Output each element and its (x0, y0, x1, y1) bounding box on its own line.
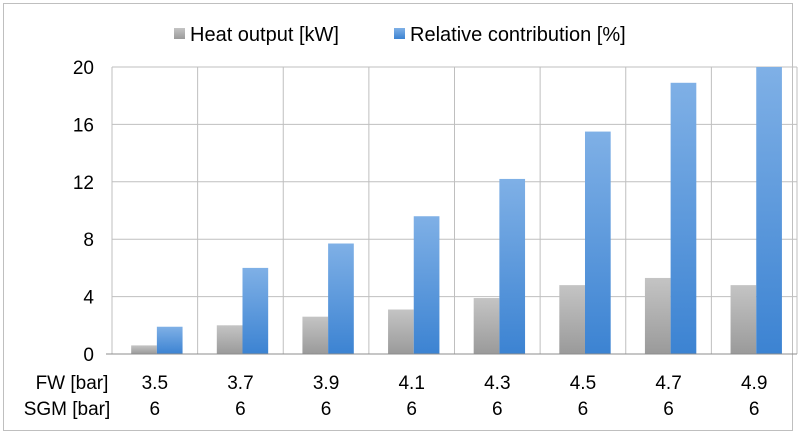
x-secondary-category-label: 6 (235, 399, 246, 420)
x-category-label: 3.7 (227, 373, 253, 394)
bar-relative-contribution (670, 82, 697, 354)
bar-relative-contribution (413, 216, 440, 354)
legend-label: Relative contribution [%] (410, 24, 626, 46)
x-category-label: 4.9 (741, 373, 767, 394)
bar-relative-contribution (242, 267, 269, 354)
row-label-fw: FW [bar] (36, 373, 109, 394)
legend-swatch (394, 28, 405, 39)
x-secondary-category-label: 6 (406, 399, 417, 420)
x-secondary-category-label: 6 (492, 399, 503, 420)
y-tick-label: 0 (83, 345, 94, 366)
x-category-label: 4.7 (655, 373, 681, 394)
bar-relative-contribution (584, 131, 611, 354)
legend-label: Heat output [kW] (190, 24, 339, 46)
y-tick-label: 20 (73, 58, 94, 79)
y-tick-label: 4 (83, 288, 94, 309)
x-secondary-category-label: 6 (578, 399, 589, 420)
bar-relative-contribution (756, 67, 782, 354)
bars (131, 67, 782, 354)
row-label-sgm: SGM [bar] (24, 399, 111, 420)
x-secondary-category-label: 6 (749, 399, 760, 420)
labels: 0 4 8 12 16 20 FW [bar] SGM [bar] 3.5 6 3.7 6 3.9 6 4.… (24, 58, 768, 420)
x-category-label: 3.9 (313, 373, 339, 394)
x-secondary-category-label: 6 (150, 399, 161, 420)
bar-heat-output (131, 345, 157, 354)
x-category-label: 4.5 (570, 373, 596, 394)
bar-relative-contribution (328, 243, 354, 354)
bar-heat-output (473, 298, 500, 354)
y-tick-label: 16 (73, 115, 94, 136)
bar-heat-output (730, 285, 757, 354)
x-secondary-category-label: 6 (663, 399, 674, 420)
bar-heat-output (216, 325, 243, 354)
chart-frame (3, 3, 793, 431)
x-category-label: 4.1 (398, 373, 424, 394)
bar-heat-output (302, 316, 329, 354)
y-tick-label: 12 (73, 173, 94, 194)
x-category-label: 3.5 (142, 373, 168, 394)
x-secondary-category-label: 6 (321, 399, 332, 420)
x-category-label: 4.3 (484, 373, 510, 394)
bar-heat-output (388, 309, 414, 354)
bar-relative-contribution (156, 326, 183, 354)
legend-swatch (174, 28, 185, 39)
bar-heat-output (559, 285, 585, 354)
y-tick-label: 8 (83, 230, 94, 251)
bar-relative-contribution (499, 178, 526, 354)
bar-heat-output (644, 277, 671, 354)
legend: Heat output [kW] Relative contribution [%… (174, 24, 626, 46)
